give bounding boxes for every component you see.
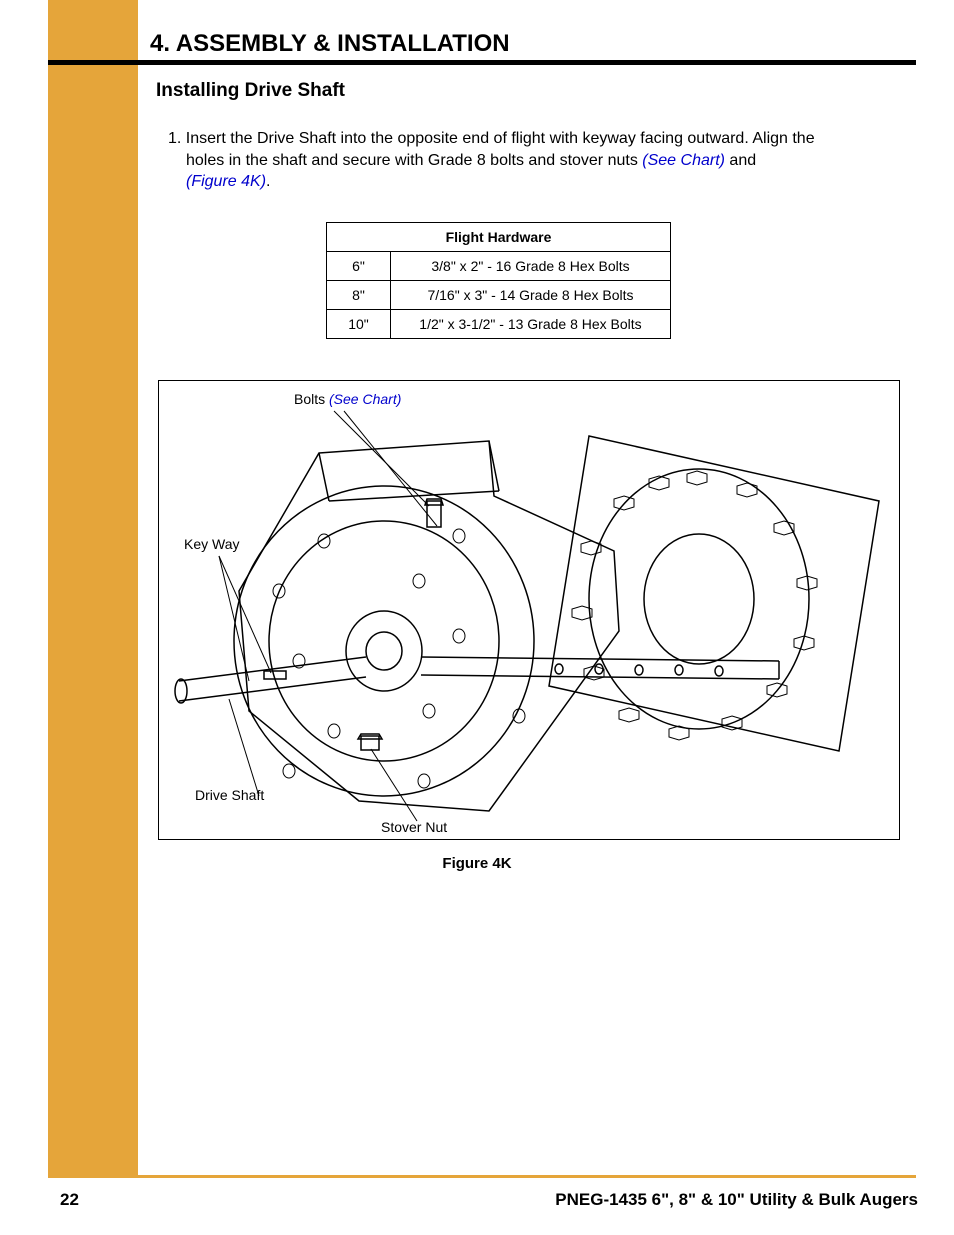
table-cell-desc: 1/2" x 3-1/2" - 13 Grade 8 Hex Bolts bbox=[391, 310, 671, 339]
driveshaft-callout: Drive Shaft bbox=[195, 787, 264, 803]
section-title: 4. ASSEMBLY & INSTALLATION bbox=[150, 30, 510, 58]
table-row: 8" 7/16" x 3" - 14 Grade 8 Hex Bolts bbox=[327, 281, 671, 310]
see-chart-link[interactable]: (See Chart) bbox=[642, 152, 725, 169]
table-cell-size: 6" bbox=[327, 252, 391, 281]
body-line2a: holes in the shaft and secure with Grade… bbox=[186, 152, 642, 169]
step-number: 1. bbox=[168, 130, 181, 147]
body-line1: Insert the Drive Shaft into the opposite… bbox=[186, 130, 815, 147]
table-row: 10" 1/2" x 3-1/2" - 13 Grade 8 Hex Bolts bbox=[327, 310, 671, 339]
footer-text: PNEG-1435 6", 8" & 10" Utility & Bulk Au… bbox=[555, 1190, 918, 1210]
figure-4k-link[interactable]: (Figure 4K) bbox=[186, 173, 266, 190]
table-cell-size: 10" bbox=[327, 310, 391, 339]
header-rule bbox=[48, 60, 916, 65]
bolts-label-text: Bolts bbox=[294, 391, 329, 407]
page-number: 22 bbox=[60, 1190, 79, 1210]
table-header: Flight Hardware bbox=[327, 223, 671, 252]
table-row: 6" 3/8" x 2" - 16 Grade 8 Hex Bolts bbox=[327, 252, 671, 281]
body-paragraph: 1. Insert the Drive Shaft into the oppos… bbox=[168, 128, 908, 193]
period: . bbox=[266, 173, 270, 190]
keyway-callout: Key Way bbox=[184, 536, 240, 552]
figure-4k-frame: Bolts (See Chart) Key Way Drive Shaft St… bbox=[158, 380, 900, 840]
table-cell-desc: 3/8" x 2" - 16 Grade 8 Hex Bolts bbox=[391, 252, 671, 281]
bolts-see-chart-link[interactable]: (See Chart) bbox=[329, 391, 401, 407]
drive-shaft-diagram bbox=[159, 381, 901, 841]
sidebar-bar bbox=[48, 0, 138, 1175]
figure-caption: Figure 4K bbox=[0, 855, 954, 872]
footer-rule bbox=[48, 1175, 916, 1178]
stovernut-callout: Stover Nut bbox=[381, 819, 447, 835]
bolts-callout: Bolts (See Chart) bbox=[294, 391, 401, 407]
table-cell-desc: 7/16" x 3" - 14 Grade 8 Hex Bolts bbox=[391, 281, 671, 310]
body-line2b: and bbox=[725, 152, 756, 169]
table-cell-size: 8" bbox=[327, 281, 391, 310]
subsection-title: Installing Drive Shaft bbox=[156, 80, 345, 102]
flight-hardware-table: Flight Hardware 6" 3/8" x 2" - 16 Grade … bbox=[326, 222, 671, 339]
